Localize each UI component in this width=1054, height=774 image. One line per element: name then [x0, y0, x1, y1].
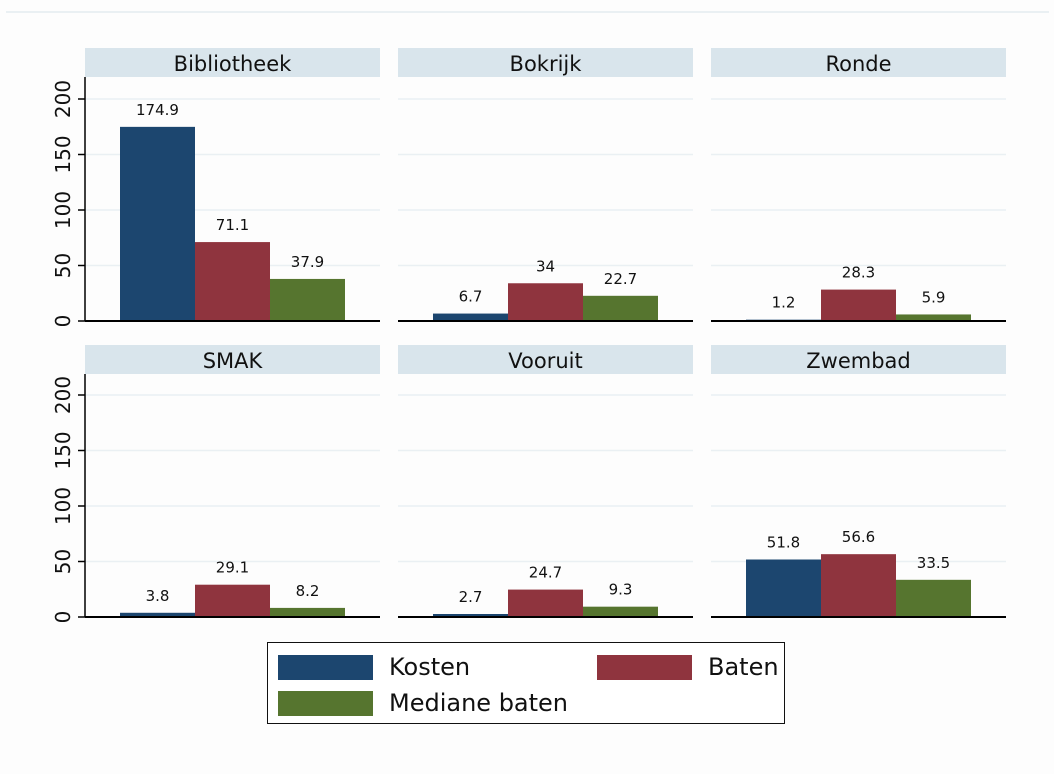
panel-title-bibliotheek: Bibliotheek [174, 52, 292, 76]
bar-smak-mediane-baten [270, 607, 345, 617]
value-label-smak-baten: 29.1 [216, 559, 249, 577]
value-label-zwembad-mediane-baten: 33.5 [917, 554, 950, 572]
bar-bibliotheek-kosten [120, 126, 195, 322]
y-tick-label-0: 0 [51, 611, 75, 624]
legend-swatch-baten [597, 654, 692, 680]
value-label-ronde-mediane-baten: 5.9 [922, 288, 946, 306]
bar-chart-small-multiples: Bibliotheek 174.9 71.1 37.9 0 50 100 150 200 Bokr… [51, 48, 1006, 624]
y-tick-label-50: 50 [51, 253, 75, 278]
value-label-smak-kosten: 3.8 [146, 587, 170, 605]
y-tick-label-200: 200 [51, 80, 75, 118]
legend: Kosten Baten Mediane baten [267, 642, 785, 724]
value-label-smak-mediane-baten: 8.2 [296, 582, 320, 600]
bar-vooruit-mediane-baten [583, 606, 658, 617]
legend-label-mediane-baten: Mediane baten [389, 689, 569, 717]
panel-header-zwembad [711, 345, 1006, 374]
bar-zwembad-mediane-baten [896, 579, 971, 617]
bar-bokrijk-mediane-baten [583, 295, 658, 321]
legend-swatch-kosten [278, 654, 373, 680]
bar-bibliotheek-baten [195, 242, 270, 321]
legend-swatch-mediane-baten [278, 690, 373, 716]
y-tick-label-150: 150 [51, 431, 75, 469]
legend-label-kosten: Kosten [389, 653, 471, 681]
value-label-bokrijk-kosten: 6.7 [459, 288, 483, 306]
value-label-vooruit-kosten: 2.7 [459, 588, 483, 606]
bar-smak-kosten [120, 612, 195, 617]
y-tick-label-50: 50 [51, 549, 75, 574]
panel-header-vooruit [398, 345, 693, 374]
value-label-zwembad-baten: 56.6 [842, 528, 875, 546]
panel-header-ronde [711, 48, 1006, 77]
value-label-bibliotheek-baten: 71.1 [216, 216, 249, 234]
value-label-vooruit-baten: 24.7 [529, 564, 562, 582]
y-tick-label-0: 0 [51, 315, 75, 328]
y-tick-label-150: 150 [51, 135, 75, 173]
panel-title-smak: SMAK [203, 349, 264, 373]
bar-bibliotheek-mediane-baten [270, 278, 345, 321]
bar-zwembad-baten [821, 554, 896, 617]
y-tick-label-100: 100 [51, 191, 75, 229]
top-rule [6, 11, 1049, 13]
bar-bokrijk-baten [508, 283, 583, 321]
panel-header-bibliotheek [85, 48, 380, 77]
bar-vooruit-kosten [433, 614, 508, 617]
bar-ronde-baten [821, 289, 896, 321]
value-label-bibliotheek-mediane-baten: 37.9 [291, 253, 324, 271]
panel-title-zwembad: Zwembad [806, 349, 910, 373]
bar-vooruit-baten [508, 589, 583, 617]
value-label-bokrijk-mediane-baten: 22.7 [604, 270, 637, 288]
legend-item-mediane-baten: Mediane baten [278, 689, 568, 717]
panel-header-bokrijk [398, 48, 693, 77]
legend-item-kosten: Kosten [278, 653, 470, 681]
value-label-zwembad-kosten: 51.8 [767, 534, 800, 552]
bar-smak-baten [195, 584, 270, 617]
panel-header-smak [85, 345, 380, 374]
value-label-ronde-kosten: 1.2 [772, 294, 796, 312]
y-tick-label-100: 100 [51, 487, 75, 525]
legend-item-baten: Baten [597, 653, 779, 681]
value-label-bibliotheek-kosten: 174.9 [136, 101, 179, 119]
bar-bokrijk-kosten [433, 313, 508, 321]
bar-ronde-mediane-baten [896, 314, 971, 321]
panel-title-vooruit: Vooruit [508, 349, 582, 373]
y-tick-label-200: 200 [51, 376, 75, 414]
value-label-ronde-baten: 28.3 [842, 264, 875, 282]
bar-zwembad-kosten [746, 559, 821, 617]
value-label-vooruit-mediane-baten: 9.3 [609, 581, 633, 599]
legend-label-baten: Baten [708, 653, 779, 681]
value-label-bokrijk-baten: 34 [536, 257, 555, 275]
panel-title-bokrijk: Bokrijk [510, 52, 583, 76]
panel-title-ronde: Ronde [825, 52, 891, 76]
